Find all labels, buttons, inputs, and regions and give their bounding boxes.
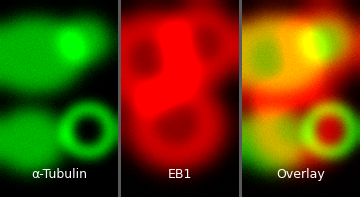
Text: α-Tubulin: α-Tubulin [31,168,87,181]
Text: Overlay: Overlay [276,168,325,181]
Text: EB1: EB1 [168,168,192,181]
